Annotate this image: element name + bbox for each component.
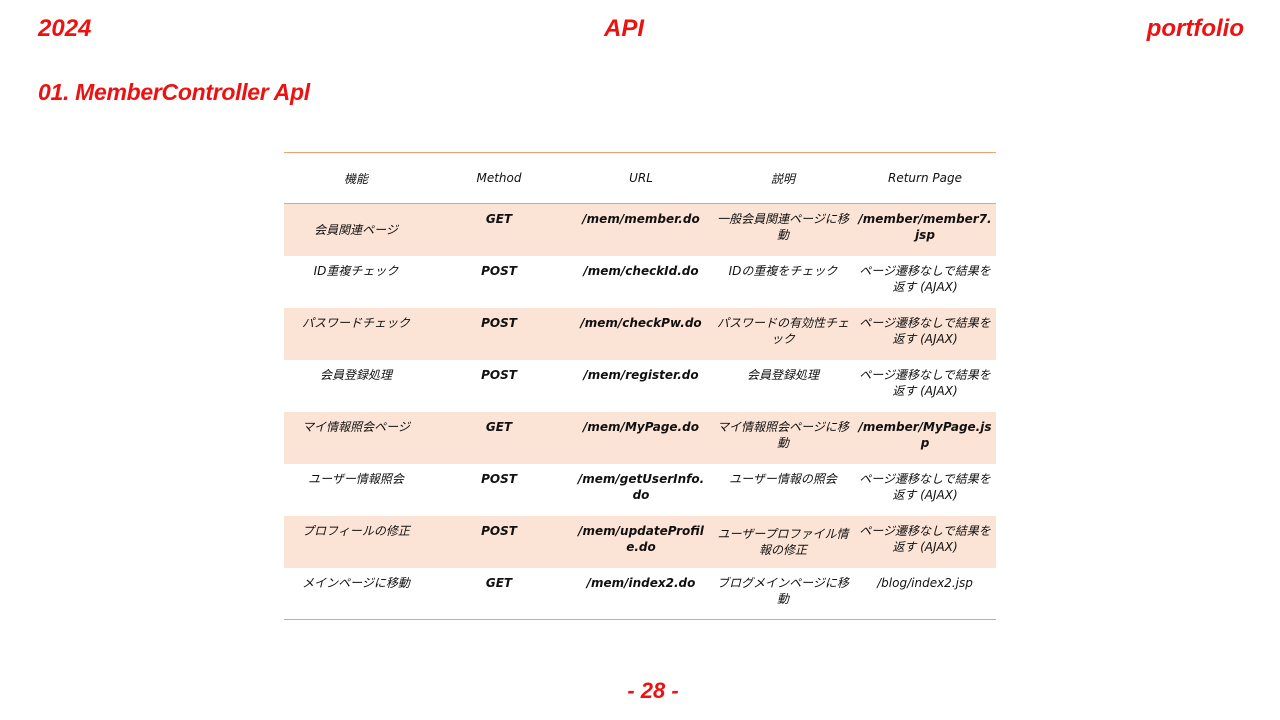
cell-function: 会員登録処理 [319,367,392,382]
cell-url: /mem/updateProfile.do [570,515,712,568]
cell-url: /mem/index2.do [586,575,696,590]
page-number: - 28 - [627,678,679,703]
cell-description: IDの重複をチェック [728,263,838,278]
table-row: ユーザー情報照会 POST /mem/getUserInfo.do ユーザー情報… [284,464,996,516]
cell-description: 一般会員関連ページに移動 [712,203,854,256]
api-table: 機能 Method URL 説明 Return Page 会員関連ページ GET… [284,152,996,620]
cell-method: GET [428,411,570,464]
cell-return-page: ページ遷移なしで結果を返す (AJAX) [859,263,991,294]
table-row: パスワードチェック POST /mem/checkPw.do パスワードの有効性… [284,307,996,360]
cell-description: パスワードの有効性チェック [712,307,854,360]
cell-description: ユーザープロファイル情報の修正 [712,515,854,568]
cell-description: マイ情報照会ページに移動 [712,411,854,464]
cell-url: /mem/MyPage.do [570,411,712,464]
header-title: API [603,15,644,42]
cell-method: GET [485,575,513,590]
cell-function: ID重複チェック [313,263,399,278]
cell-description: 会員登録処理 [746,367,819,382]
table-row: ID重複チェック POST /mem/checkId.do IDの重複をチェック… [284,256,996,308]
cell-method: POST [428,515,570,568]
table-row: 会員関連ページ GET /mem/member.do 一般会員関連ページに移動 … [284,203,996,256]
header-year: 2024 [38,15,92,42]
table-row: メインページに移動 GET /mem/index2.do ブログメインページに移… [284,568,996,620]
cell-function: メインページに移動 [302,575,410,590]
cell-return-page: ページ遷移なしで結果を返す (AJAX) [859,367,991,398]
cell-url: /mem/getUserInfo.do [577,471,705,502]
table-header-row: 機能 Method URL 説明 Return Page [284,152,996,204]
cell-description: ユーザー情報の照会 [729,471,837,486]
cell-description: ブログメインページに移動 [717,575,849,606]
cell-function: ユーザー情報照会 [308,471,404,486]
cell-function: 会員関連ページ [284,203,428,256]
header-return-page: Return Page [854,152,996,204]
cell-method: POST [481,471,517,486]
cell-method: POST [481,263,517,278]
cell-method: POST [481,367,517,382]
cell-return-page: /blog/index2.jsp [877,575,973,590]
table-row: マイ情報照会ページ GET /mem/MyPage.do マイ情報照会ページに移… [284,411,996,464]
cell-function: プロフィールの修正 [284,515,428,568]
cell-url: /mem/checkId.do [583,263,699,278]
cell-return-page: ページ遷移なしで結果を返す (AJAX) [854,515,996,568]
section-title: 01. MemberController Apl [38,79,310,105]
header-description: 説明 [712,152,854,204]
cell-function: マイ情報照会ページ [284,411,428,464]
cell-return-page: ページ遷移なしで結果を返す (AJAX) [859,471,991,502]
cell-url: /mem/checkPw.do [570,307,712,360]
table-row: プロフィールの修正 POST /mem/updateProfile.do ユーザ… [284,515,996,568]
header-url: URL [570,152,712,204]
header-method: Method [428,152,570,204]
cell-return-page: ページ遷移なしで結果を返す (AJAX) [854,307,996,360]
cell-return-page: /member/MyPage.jsp [854,411,996,464]
header-portfolio: portfolio [1146,15,1244,42]
cell-url: /mem/member.do [570,203,712,256]
cell-url: /mem/register.do [583,367,699,382]
cell-return-page: /member/member7.jsp [854,203,996,256]
cell-function: パスワードチェック [284,307,428,360]
table-row: 会員登録処理 POST /mem/register.do 会員登録処理 ページ遷… [284,360,996,412]
header-function: 機能 [284,152,428,204]
cell-method: GET [428,203,570,256]
cell-method: POST [428,307,570,360]
